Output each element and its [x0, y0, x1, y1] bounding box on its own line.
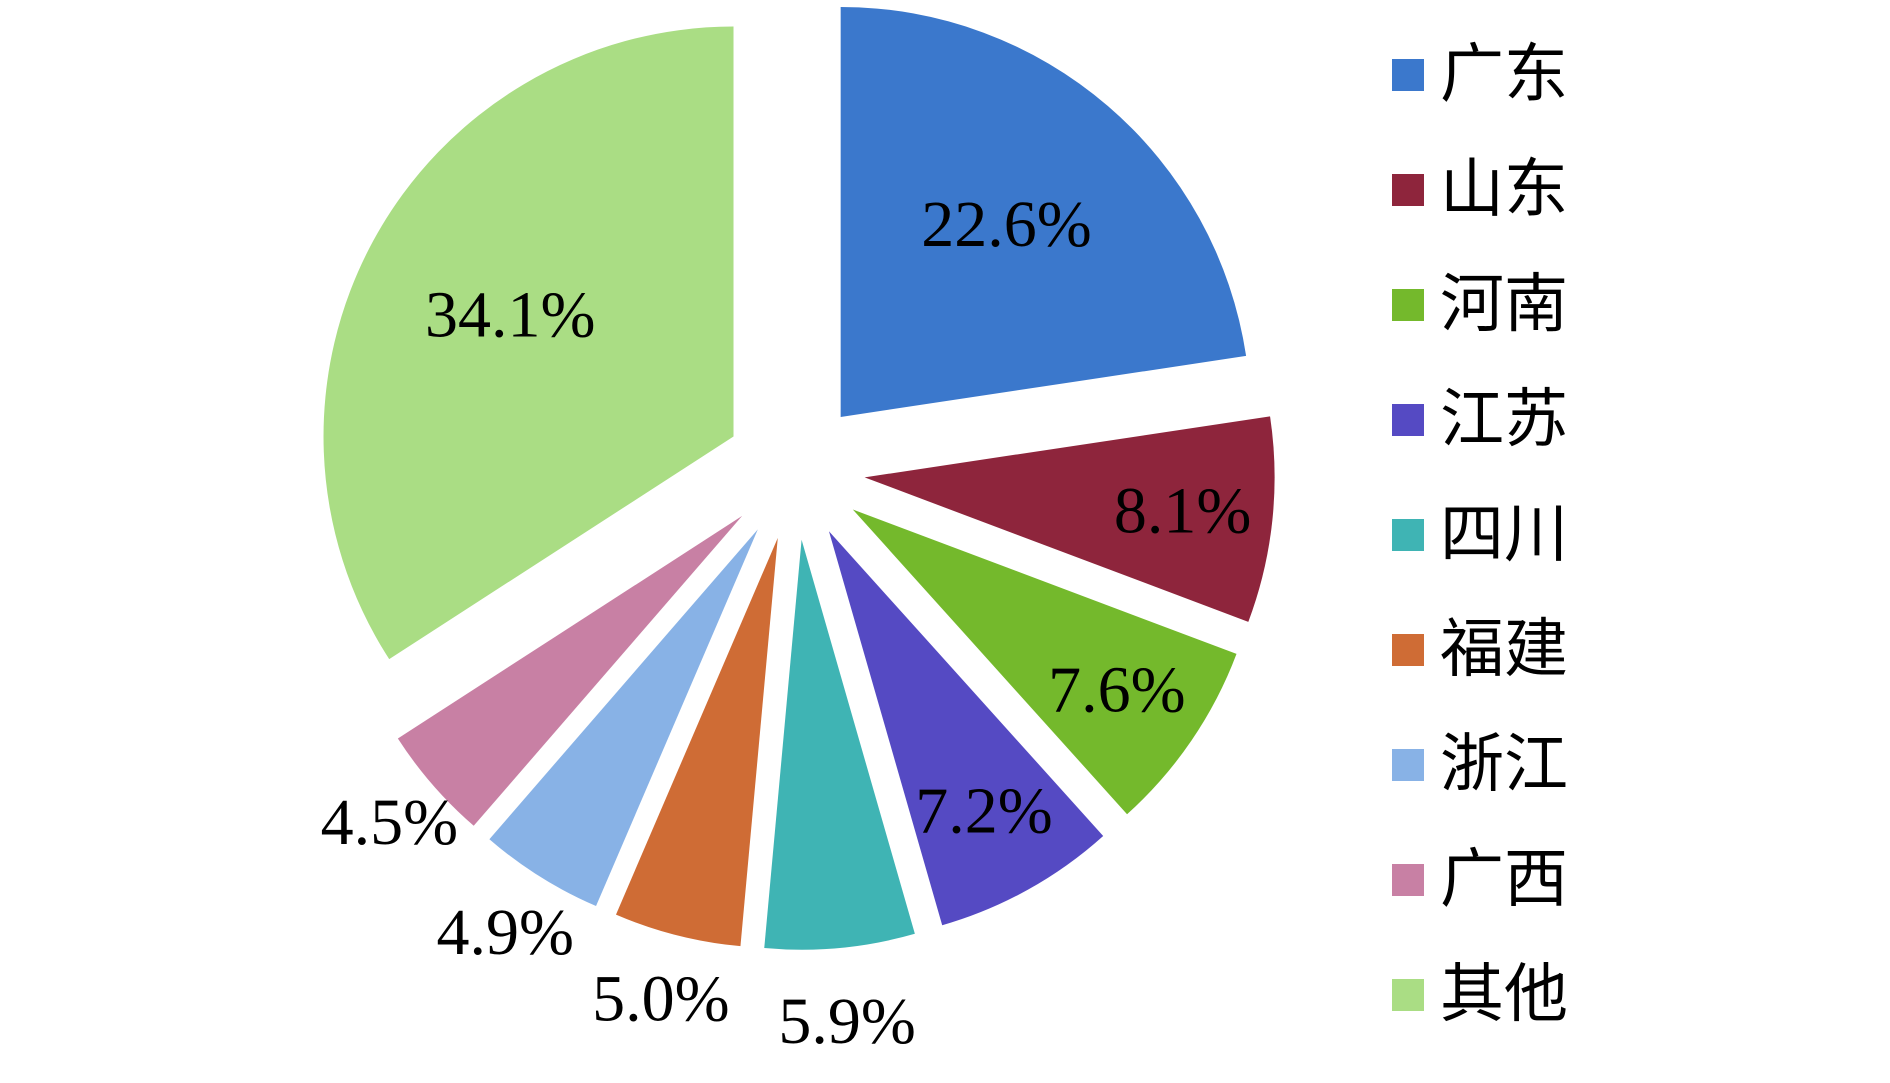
legend-item: 福建: [1392, 613, 1568, 687]
legend-label: 浙江: [1440, 728, 1568, 802]
slice-value-label: 7.2%: [915, 774, 1052, 847]
legend-swatch: [1392, 864, 1424, 896]
pie-slice: [615, 537, 778, 947]
legend-label: 其他: [1440, 958, 1568, 1032]
legend-swatch: [1392, 979, 1424, 1011]
legend-label: 四川: [1440, 498, 1568, 572]
pie-slice: [489, 529, 758, 907]
slice-value-label: 34.1%: [425, 279, 595, 352]
legend-label: 福建: [1440, 613, 1568, 687]
legend-swatch: [1392, 289, 1424, 321]
slice-value-label: 5.0%: [592, 962, 729, 1035]
legend-item: 广西: [1392, 843, 1568, 917]
legend-label: 江苏: [1440, 383, 1568, 457]
legend-item: 山东: [1392, 153, 1568, 227]
legend-item: 河南: [1392, 268, 1568, 342]
slice-value-label: 7.6%: [1048, 653, 1185, 726]
legend-swatch: [1392, 749, 1424, 781]
legend-swatch: [1392, 519, 1424, 551]
data-labels: 22.6% 8.1% 7.6% 7.2% 5.9% 5.0%4.9% 4.5% 34.1%: [321, 188, 1252, 1058]
slice-value-label: 4.5%: [321, 786, 458, 859]
legend-label: 广西: [1440, 843, 1568, 917]
pie-slice: [397, 515, 743, 826]
pie-slice: [828, 531, 1104, 926]
legend-item: 广东: [1392, 38, 1568, 112]
legend-label: 河南: [1440, 268, 1568, 342]
slice-value-label: 22.6%: [921, 188, 1091, 261]
slice-value-label: 4.9%: [437, 896, 574, 969]
legend-item: 江苏: [1392, 383, 1568, 457]
slice-value-label: 5.9%: [778, 985, 915, 1058]
pie-slice: [323, 26, 734, 660]
legend-label: 山东: [1440, 153, 1568, 227]
pie-slice: [840, 6, 1247, 417]
pie-slices: [323, 6, 1275, 950]
legend-swatch: [1392, 634, 1424, 666]
legend-swatch: [1392, 174, 1424, 206]
pie-slice: [852, 509, 1237, 815]
pie-slice: [864, 416, 1275, 622]
legend-swatch: [1392, 404, 1424, 436]
legend-item: 四川: [1392, 498, 1568, 572]
legend-item: 其他: [1392, 958, 1568, 1032]
slice-value-label: 8.1%: [1114, 474, 1251, 547]
legend-swatch: [1392, 59, 1424, 91]
pie-slice: [764, 539, 915, 950]
legend-label: 广东: [1440, 38, 1568, 112]
legend-item: 浙江: [1392, 728, 1568, 802]
